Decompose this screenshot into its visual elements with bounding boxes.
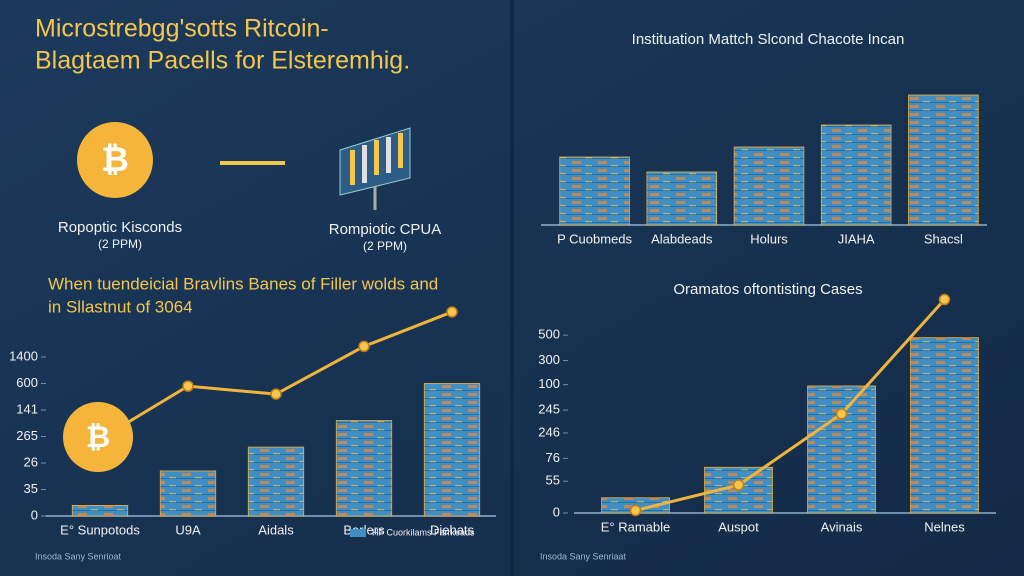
chart-title: Instituation Mattch Slcond Chacote Incan	[632, 31, 905, 48]
line-marker	[358, 340, 370, 353]
x-tick-label: U9A	[175, 522, 201, 537]
bar-texture	[908, 95, 979, 225]
y-tick-label: 0	[31, 507, 38, 522]
bitcoin-icon	[77, 122, 153, 198]
y-tick-label: 265	[16, 428, 38, 443]
x-tick-label: P Cuobmeds	[557, 231, 632, 246]
line-marker	[629, 504, 642, 517]
page-title: Microstrebgg'sotts Ritcoin-	[35, 15, 329, 43]
icon-sublabel: (2 PPM)	[363, 239, 407, 253]
x-tick-label: Alabdeads	[651, 231, 713, 246]
y-tick-label: 500	[538, 327, 560, 342]
line-marker	[938, 293, 951, 306]
y-tick-label: 245	[538, 402, 560, 417]
x-tick-label: Nelnes	[924, 519, 965, 534]
bar-texture	[559, 157, 630, 225]
bar-texture	[821, 125, 892, 225]
bitcoin-symbol: ₿	[86, 421, 110, 454]
bar-texture	[336, 420, 392, 516]
icon-sublabel: (2 PPM)	[98, 237, 142, 251]
x-tick-label: Aidals	[258, 522, 294, 537]
x-tick-label: JIAHA	[838, 231, 875, 246]
chart-title: Oramatos oftontisting Cases	[673, 281, 862, 298]
bar-texture	[646, 172, 717, 225]
bar-texture	[807, 385, 876, 513]
bar-texture	[160, 470, 216, 516]
y-tick-label: 600	[16, 375, 38, 390]
x-tick-label: Avinais	[821, 519, 863, 534]
y-tick-label: 141	[16, 401, 38, 416]
x-tick-label: Shacsl	[924, 231, 963, 246]
icon-label: Rompiotic CPUA	[329, 221, 442, 238]
x-tick-label: E° Ramable	[601, 519, 671, 534]
chart-title: When tuendeicial Bravlins Banes of Fille…	[48, 274, 438, 293]
page-title: Blagtaem Pacells for Elsteremhig.	[35, 47, 410, 75]
chart-title: in Sllastnut of 3064	[48, 297, 193, 316]
y-tick-label: 246	[538, 424, 560, 439]
y-tick-label: 55	[546, 473, 560, 488]
bitcoin-icon	[63, 402, 133, 472]
bar-texture	[734, 147, 804, 225]
x-tick-label: E° Sunpotods	[60, 522, 140, 537]
bar-texture	[910, 337, 979, 513]
y-tick-label: 0	[553, 504, 560, 519]
line-marker	[270, 388, 282, 400]
y-tick-label: 76	[546, 450, 560, 465]
x-tick-label: Holurs	[750, 231, 788, 246]
footer-note: Insoda Sany Senrioat	[35, 551, 122, 561]
y-tick-label: 1400	[9, 348, 38, 363]
line-marker	[446, 306, 458, 318]
line-marker	[732, 479, 745, 491]
line-marker	[182, 380, 194, 392]
line	[635, 298, 946, 512]
chart-icon	[339, 127, 411, 210]
footer-note: Insoda Sany Senriaat	[540, 551, 627, 561]
x-tick-label: Auspot	[718, 519, 759, 534]
icon-label: Ropoptic Kisconds	[58, 219, 182, 236]
y-tick-label: 35	[24, 481, 38, 496]
legend-label: HF Cuorkilams Farrkeads	[372, 527, 475, 537]
bar-texture	[424, 383, 480, 516]
line-marker	[835, 408, 848, 420]
y-tick-label: 300	[538, 352, 560, 367]
bitcoin-symbol: ₿	[101, 141, 129, 179]
y-tick-label: 26	[24, 454, 38, 469]
bar-texture	[72, 505, 128, 516]
y-tick-label: 100	[538, 376, 560, 391]
x-tick-label: Diehats	[430, 522, 475, 537]
bar-texture	[248, 447, 304, 516]
legend-swatch	[350, 529, 366, 537]
